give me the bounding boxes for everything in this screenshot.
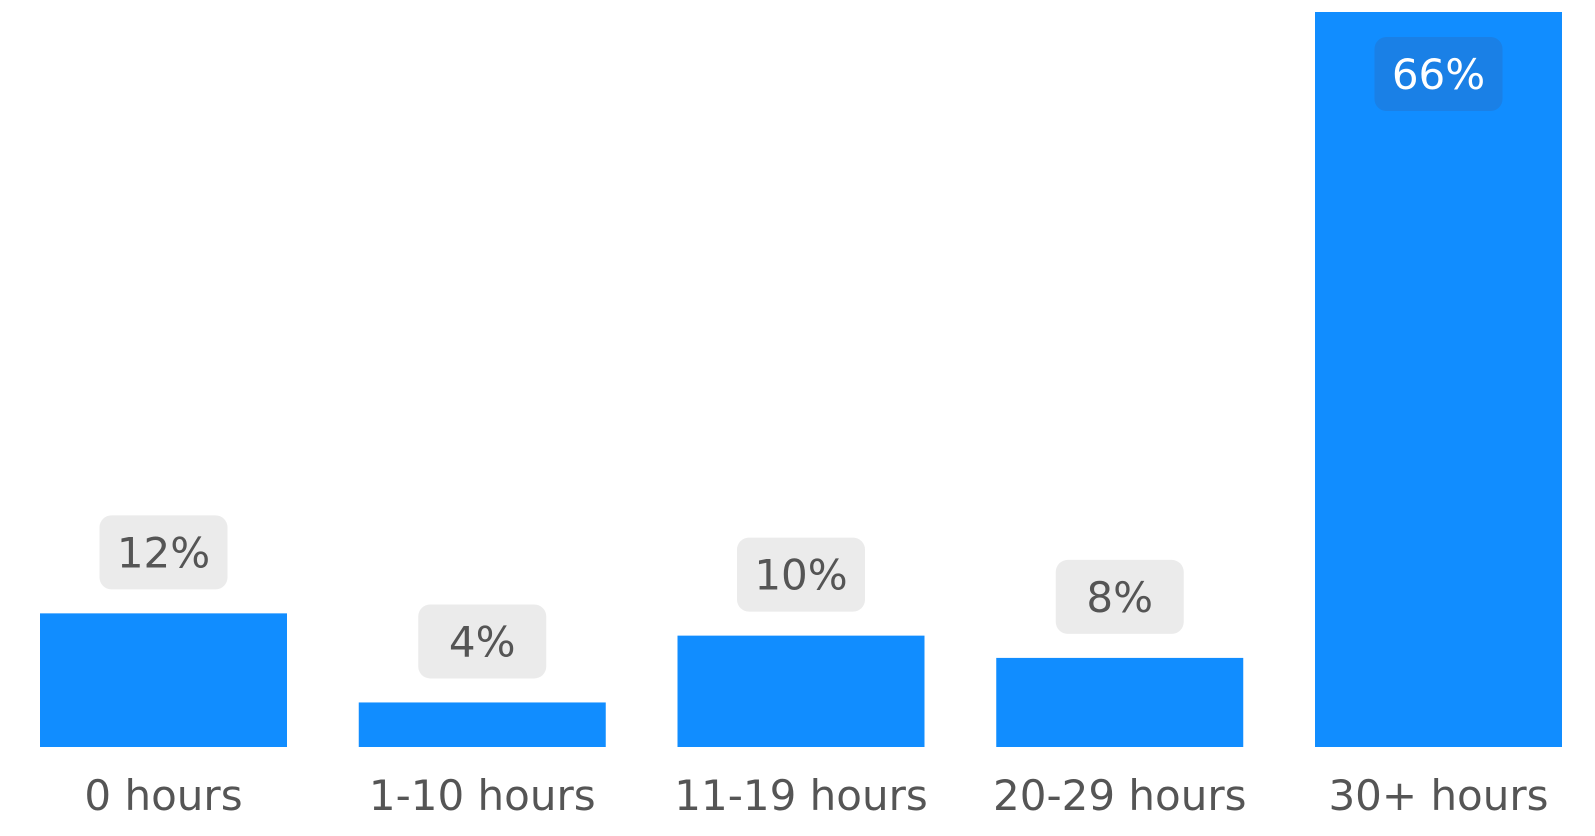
data-label-5: 66% <box>1392 50 1485 99</box>
bar-3 <box>677 635 925 747</box>
bar-1 <box>40 613 287 747</box>
x-axis-tick-labels: 0 hours 1-10 hours 11-19 hours 20-29 hours 3… <box>84 771 1548 820</box>
x-tick-label-1: 0 hours <box>84 771 242 820</box>
data-labels-layer: 12% 4% 10% 8% 66% <box>99 37 1503 679</box>
bar-2 <box>358 702 606 747</box>
data-label-3: 10% <box>754 551 847 600</box>
data-label-box-4 <box>1055 559 1184 634</box>
data-label-box-1 <box>99 515 228 590</box>
data-label-1: 12% <box>117 528 210 577</box>
x-tick-label-2: 1-10 hours <box>369 771 596 820</box>
bar-5 <box>1315 12 1562 747</box>
data-label-box-3 <box>737 537 865 612</box>
data-label-box-5 <box>1374 37 1503 111</box>
x-tick-label-3: 11-19 hours <box>674 771 927 820</box>
bars-layer <box>40 12 1562 747</box>
data-label-4: 8% <box>1086 573 1153 622</box>
bar-4 <box>996 657 1244 747</box>
data-label-2: 4% <box>449 617 516 666</box>
x-tick-label-5: 30+ hours <box>1328 771 1548 820</box>
x-tick-label-4: 20-29 hours <box>993 771 1246 820</box>
data-label-box-2 <box>418 604 547 679</box>
